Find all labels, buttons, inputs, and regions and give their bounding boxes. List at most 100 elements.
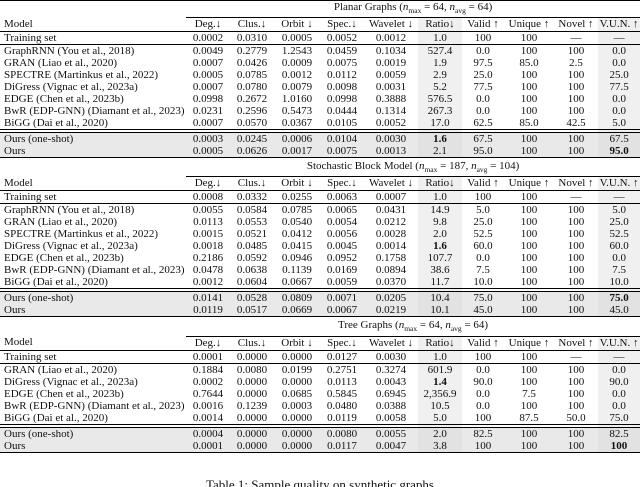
metric-cell: 0.0998	[192, 93, 224, 106]
metric-cell: 100	[520, 105, 538, 118]
metric-cell: 100	[567, 93, 585, 106]
metric-cell: 0.0998	[326, 93, 358, 106]
table-row: EDGE (Chen et al., 2023b) 0.0998 0.2672 1.0…	[0, 93, 640, 106]
metric-cell: 60.0	[598, 240, 640, 253]
metric-cell: 97.5	[473, 57, 493, 70]
table-row: GRAN (Liao et al., 2020) 0.1884 0.0080 0.01…	[0, 363, 640, 376]
column-header: Novel ↑	[554, 176, 598, 192]
metric-cell: 0.0540	[281, 216, 313, 229]
metric-cell: 0.0030	[364, 350, 418, 364]
metric-cell: 25.0	[598, 216, 640, 229]
table-row: Training set 0.0008 0.0332 0.0255 0.0063 0.00…	[0, 190, 640, 205]
metric-cell: 100	[462, 439, 504, 453]
column-header: Novel ↑	[554, 336, 598, 351]
column-header: Ratio↓	[418, 17, 462, 33]
metric-cell: 100	[554, 427, 598, 440]
metric-cell: 0.0332	[230, 190, 274, 205]
metric-cell: 100	[520, 228, 538, 241]
table-row: BiGG (Dai et al., 2020) 0.0012 0.0604 0.066…	[0, 276, 640, 289]
metric-cell: 0.0000	[274, 350, 320, 364]
metric-cell: 0.0592	[236, 252, 268, 265]
metric-cell: 0.0	[476, 105, 490, 118]
model-cell: BiGG (Dai et al., 2020)	[4, 411, 108, 424]
metric-cell: 0.0	[476, 363, 490, 376]
metric-cell: 0.0003	[186, 132, 230, 146]
results-table-stochastic-block-model: Stochastic Block Model (nmax = 187, navg…	[0, 160, 640, 318]
metric-cell: 100	[504, 291, 554, 305]
table-row: Ours (one-shot) 0.0141 0.0528 0.0809 0.0071 0…	[0, 291, 640, 305]
metric-cell: 10.5	[418, 399, 462, 412]
metric-cell: —	[598, 31, 640, 46]
separator-cell	[320, 423, 364, 428]
section-title: Tree Graphs (nmax = 64, navg = 64)	[186, 319, 640, 337]
title-part: avg	[455, 6, 466, 16]
metric-cell: 0.0570	[236, 117, 268, 130]
metric-cell: 5.0	[476, 204, 490, 217]
metric-cell: 0.0894	[375, 264, 407, 277]
metric-cell: 100	[554, 439, 598, 453]
metric-cell: 0.0388	[375, 399, 407, 412]
metric-cell: 0.0054	[326, 216, 358, 229]
metric-cell: 85.0	[519, 117, 539, 130]
model-cell: GRAN (Liao et al., 2020)	[4, 216, 118, 229]
column-header: Valid ↑	[462, 17, 504, 33]
metric-cell: 0.0	[598, 105, 640, 118]
metric-cell: 107.7	[418, 252, 462, 265]
metric-cell: 0.0415	[281, 240, 313, 253]
metric-cell: 0.0002	[186, 31, 230, 46]
table-row: Ours 0.0005 0.0626 0.0017 0.0075 0.0013 2.1 95.…	[0, 145, 640, 159]
metric-cell: 0.0112	[327, 69, 357, 82]
metric-cell: 0.0517	[230, 304, 274, 318]
separator-cell	[418, 129, 462, 134]
metric-cell: 100	[520, 45, 538, 58]
table-row: Ours (one-shot) 0.0004 0.0000 0.0000 0.0080 0…	[0, 427, 640, 440]
metric-cell: 267.3	[418, 105, 462, 118]
metric-cell: 10.0	[598, 276, 640, 289]
metric-cell: 0.0117	[320, 439, 364, 453]
metric-cell: 2.1	[418, 145, 462, 159]
separator-rule	[0, 129, 640, 134]
metric-cell: 100	[567, 105, 585, 118]
title-part: avg	[450, 324, 462, 334]
metric-cell: 100	[504, 190, 554, 205]
separator-cell	[0, 288, 186, 293]
separator-cell	[186, 288, 230, 293]
separator-cell	[274, 129, 320, 134]
metric-cell: 100	[504, 132, 554, 146]
metric-cell: 0.2596	[236, 105, 268, 118]
column-header: Clus.↓	[230, 336, 274, 351]
spacer-cell	[0, 319, 186, 336]
column-header: Wavelet ↓	[364, 17, 418, 33]
table-row: Ours (one-shot) 0.0003 0.0245 0.0006 0.0104 0…	[0, 132, 640, 146]
model-cell: EDGE (Chen et al., 2023b)	[4, 93, 124, 106]
metric-cell: 0.0080	[236, 363, 268, 376]
metric-cell: 87.5	[519, 411, 539, 424]
column-header: Spec.↓	[320, 176, 364, 192]
metric-cell: 2,356.9	[418, 387, 462, 400]
metric-cell: 0.0809	[274, 291, 320, 305]
metric-cell: 0.1034	[375, 45, 407, 58]
metric-cell: 0.0003	[281, 399, 313, 412]
metric-cell: 0.0000	[274, 427, 320, 440]
model-cell: DiGress (Vignac et al., 2023a)	[4, 240, 138, 253]
metric-cell: 0.0667	[281, 276, 313, 289]
metric-cell: 60.0	[473, 240, 493, 253]
model-cell: EDGE (Chen et al., 2023b)	[4, 252, 124, 265]
metric-cell: 0.0059	[326, 276, 358, 289]
metric-cell: 7.5	[522, 387, 536, 400]
title-part: Stochastic Block Model (	[306, 160, 419, 173]
metric-cell: 0.0370	[375, 276, 407, 289]
metric-cell: 0.0000	[236, 387, 268, 400]
metric-cell: 0.0310	[230, 31, 274, 46]
metric-cell: 100	[554, 132, 598, 146]
separator-cell	[554, 423, 598, 428]
metric-cell: 0.0219	[364, 304, 418, 318]
metric-cell: 100	[567, 45, 585, 58]
metric-cell: 0.0669	[274, 304, 320, 318]
metric-cell: 0.0059	[375, 69, 407, 82]
metric-cell: 100	[554, 304, 598, 318]
metric-cell: 1.0160	[281, 93, 313, 106]
metric-cell: 0.0047	[364, 439, 418, 453]
metric-cell: 0.0127	[320, 350, 364, 364]
metric-cell: 0.2751	[326, 363, 358, 376]
